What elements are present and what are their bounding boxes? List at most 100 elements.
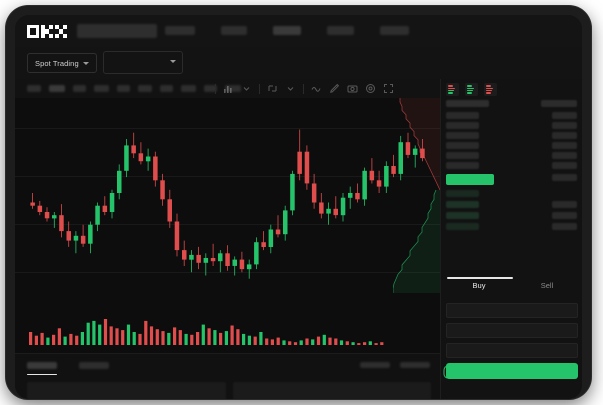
tab-buy[interactable]: Buy xyxy=(472,281,486,290)
nav-item-2[interactable] xyxy=(221,26,247,35)
table-row[interactable] xyxy=(446,152,479,159)
search-input[interactable] xyxy=(77,24,157,38)
submit-buy-button[interactable] xyxy=(446,363,578,379)
table-row[interactable] xyxy=(446,201,479,208)
orders-panel-left[interactable] xyxy=(27,382,226,399)
interval-10[interactable] xyxy=(225,85,241,92)
orders-actions xyxy=(360,362,430,368)
price-chart[interactable] xyxy=(15,98,440,303)
orderbook-rows[interactable] xyxy=(441,100,582,270)
table-row[interactable] xyxy=(446,223,479,230)
logo-letter-x xyxy=(55,25,67,38)
tab-sell[interactable]: Sell xyxy=(540,281,554,290)
okx-logo[interactable] xyxy=(27,25,69,38)
pencil-icon[interactable] xyxy=(329,83,340,94)
chevron-down-icon-2[interactable] xyxy=(285,83,296,94)
orderbook-mode-asks[interactable] xyxy=(484,83,497,96)
interval-2[interactable] xyxy=(49,85,65,92)
table-row[interactable] xyxy=(552,122,577,129)
orderbook-mode-bids[interactable] xyxy=(465,83,478,96)
active-tab-underline xyxy=(447,277,513,279)
gridline xyxy=(15,176,440,177)
nav-item-3[interactable] xyxy=(273,26,301,35)
table-row[interactable] xyxy=(446,212,479,219)
app-screen: Spot Trading xyxy=(15,15,582,399)
volume-series xyxy=(29,319,384,345)
gridline xyxy=(15,272,440,273)
chart-tool-buttons xyxy=(215,83,394,94)
nav-item-5[interactable] xyxy=(380,26,409,35)
table-row[interactable] xyxy=(552,152,577,159)
indicators-icon[interactable] xyxy=(223,83,234,94)
market-type-dropdown[interactable]: Spot Trading xyxy=(27,53,97,73)
table-row[interactable] xyxy=(552,142,577,149)
chevron-down-icon xyxy=(82,61,89,65)
table-row[interactable] xyxy=(552,201,577,208)
chevron-down-icon[interactable] xyxy=(241,83,252,94)
bottom-tab-1[interactable] xyxy=(27,362,57,375)
table-row[interactable] xyxy=(446,112,479,119)
interval-7[interactable] xyxy=(160,85,173,92)
top-nav-items xyxy=(165,26,409,35)
pair-toolbar: Spot Trading xyxy=(15,47,582,111)
table-row[interactable] xyxy=(552,174,577,181)
volume-chart xyxy=(15,303,440,353)
buy-sell-tabs: Buy Sell xyxy=(445,277,581,299)
chevron-down-icon xyxy=(170,60,176,63)
depth-chart-overlay xyxy=(393,98,440,293)
price-field[interactable] xyxy=(446,303,578,318)
bottom-tab-2[interactable] xyxy=(79,362,109,369)
orderbook-panel: Buy Sell xyxy=(440,79,582,399)
interval-9[interactable] xyxy=(204,85,217,92)
nav-item-1[interactable] xyxy=(165,26,195,35)
table-row[interactable] xyxy=(446,162,479,169)
spread-highlight-row[interactable] xyxy=(446,174,494,185)
logo-letter-o xyxy=(27,25,39,38)
bottom-action-1[interactable] xyxy=(360,362,390,368)
amount-field[interactable] xyxy=(446,323,578,338)
camera-icon[interactable] xyxy=(347,83,358,94)
orders-tabs xyxy=(27,362,109,375)
line-style-icon[interactable] xyxy=(311,83,322,94)
settings-gear-icon[interactable] xyxy=(365,83,376,94)
interval-6[interactable] xyxy=(138,85,152,92)
trading-pair-dropdown[interactable] xyxy=(103,51,183,74)
interval-1[interactable] xyxy=(27,85,41,92)
total-field[interactable] xyxy=(446,343,578,358)
orders-content xyxy=(27,382,431,399)
nav-item-4[interactable] xyxy=(327,26,354,35)
orders-panel xyxy=(15,353,440,399)
interval-8[interactable] xyxy=(181,85,196,92)
table-row[interactable] xyxy=(552,132,577,139)
orderbook-view-modes xyxy=(446,83,497,96)
divider xyxy=(215,83,216,94)
table-row[interactable] xyxy=(446,190,479,197)
logo-letter-k xyxy=(41,25,53,38)
market-type-label: Spot Trading xyxy=(35,58,79,68)
table-row[interactable] xyxy=(552,223,577,230)
interval-4[interactable] xyxy=(94,85,109,92)
table-row[interactable] xyxy=(552,112,577,119)
table-row[interactable] xyxy=(446,132,479,139)
table-row[interactable] xyxy=(446,122,479,129)
gridline xyxy=(15,224,440,225)
bottom-action-2[interactable] xyxy=(400,362,430,368)
table-row[interactable] xyxy=(446,142,479,149)
device-frame: Spot Trading xyxy=(6,6,591,399)
table-row[interactable] xyxy=(552,212,577,219)
candlestick-series xyxy=(30,129,425,279)
orderbook-mode-both[interactable] xyxy=(446,83,459,96)
compare-icon[interactable] xyxy=(267,83,278,94)
divider xyxy=(303,83,304,94)
divider xyxy=(259,83,260,94)
orderbook-header xyxy=(446,100,489,107)
interval-5[interactable] xyxy=(117,85,130,92)
fullscreen-icon[interactable] xyxy=(383,83,394,94)
gridline xyxy=(15,128,440,129)
top-navigation-bar xyxy=(15,15,582,48)
interval-buttons xyxy=(27,85,241,92)
table-row[interactable] xyxy=(552,162,577,169)
interval-3[interactable] xyxy=(73,85,86,92)
orders-panel-right[interactable] xyxy=(232,382,431,399)
orderbook-header-right xyxy=(541,100,577,107)
